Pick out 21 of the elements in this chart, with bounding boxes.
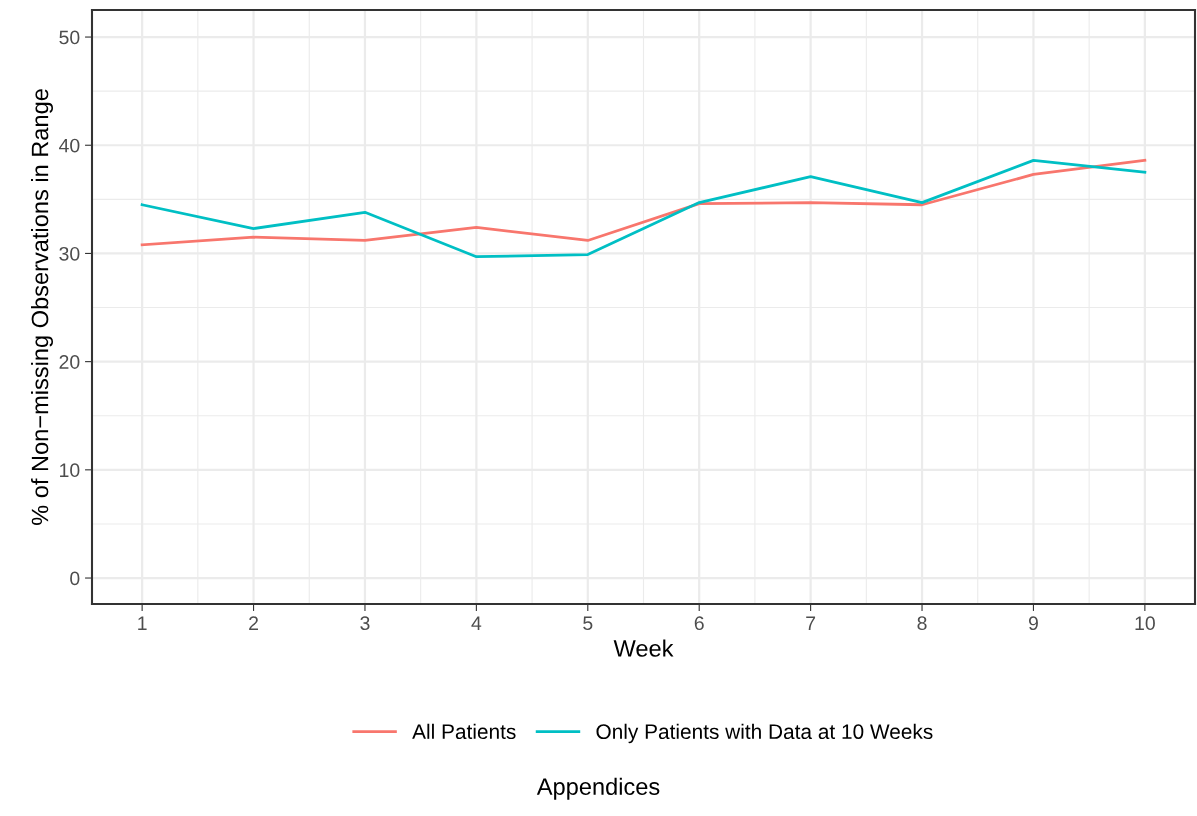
x-tick-label: 10 [1135,616,1155,631]
y-tick-label: 10 [60,463,80,478]
x-tick-label: 7 [806,616,816,630]
y-tick-label: 20 [59,355,80,369]
x-tick-label: 6 [694,616,704,631]
x-tick-label: 2 [249,616,258,630]
y-tick-label: 40 [59,138,80,153]
y-tick-label: 50 [59,30,80,45]
x-tick-label: 9 [1028,616,1038,631]
text: Appendices [536,777,660,800]
y-tick-label: 30 [59,246,80,261]
y-axis-title: % of Non−missing Observations in Range [31,89,54,525]
x-tick-label: 5 [583,616,593,631]
x-tick-label: 3 [360,616,370,631]
x-axis-title: Week [613,639,674,657]
x-tick-label: 1 [138,616,147,630]
x-tick-label: 8 [917,616,927,631]
y-tick-label: 0 [70,571,80,586]
legend-label: All Patients [412,723,516,740]
x-tick-label: 4 [471,616,482,630]
legend-label: Only Patients with Data at 10 Weeks [596,723,933,744]
